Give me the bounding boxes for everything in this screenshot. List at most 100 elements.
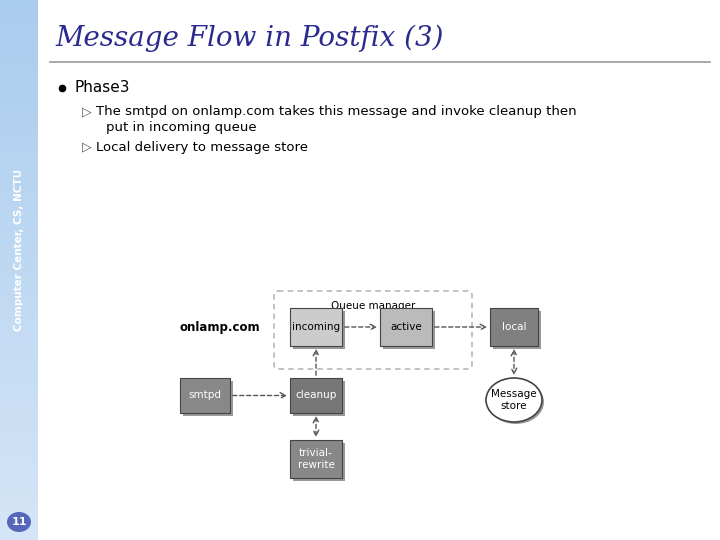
Bar — [0, 92, 38, 97]
Bar — [0, 437, 38, 443]
Bar — [0, 518, 38, 524]
Bar — [0, 356, 38, 362]
Bar — [0, 308, 38, 313]
Bar — [0, 362, 38, 367]
Bar — [0, 205, 38, 211]
Bar — [0, 405, 38, 410]
Text: incoming: incoming — [292, 322, 340, 332]
Bar — [0, 324, 38, 329]
Text: Local delivery to message store: Local delivery to message store — [96, 140, 308, 153]
Bar — [0, 470, 38, 475]
Bar — [0, 194, 38, 200]
Bar — [0, 97, 38, 103]
Bar — [0, 232, 38, 238]
Bar — [0, 535, 38, 540]
Bar — [0, 529, 38, 535]
Bar — [0, 275, 38, 281]
Bar — [0, 238, 38, 243]
Bar — [0, 464, 38, 470]
Bar — [0, 319, 38, 324]
Bar — [0, 265, 38, 270]
Bar — [0, 227, 38, 232]
Bar — [0, 221, 38, 227]
FancyBboxPatch shape — [274, 291, 472, 369]
Bar — [0, 513, 38, 518]
Bar — [0, 103, 38, 108]
Bar — [0, 32, 38, 38]
Bar — [0, 200, 38, 205]
Bar — [0, 43, 38, 49]
Bar — [0, 167, 38, 173]
Text: cleanup: cleanup — [295, 390, 337, 401]
Bar — [0, 81, 38, 86]
Text: active: active — [390, 322, 422, 332]
Text: 11: 11 — [12, 517, 27, 527]
Bar — [0, 113, 38, 119]
Bar — [0, 173, 38, 178]
Bar — [0, 119, 38, 124]
Text: put in incoming queue: put in incoming queue — [106, 120, 256, 133]
Bar — [290, 308, 342, 346]
Ellipse shape — [7, 512, 31, 532]
Bar — [493, 311, 541, 349]
Bar — [0, 443, 38, 448]
Bar — [0, 157, 38, 162]
Bar — [0, 367, 38, 373]
Bar — [0, 124, 38, 130]
Bar — [0, 340, 38, 346]
Bar — [0, 5, 38, 11]
Bar — [0, 189, 38, 194]
Bar — [0, 76, 38, 81]
Bar — [0, 281, 38, 286]
Text: onlamp.com: onlamp.com — [180, 321, 261, 334]
Ellipse shape — [486, 378, 542, 422]
Bar — [0, 432, 38, 437]
Bar — [0, 216, 38, 221]
Bar — [0, 351, 38, 356]
Bar — [0, 508, 38, 513]
Bar — [0, 416, 38, 421]
Bar — [0, 454, 38, 459]
Bar — [0, 459, 38, 464]
Bar — [0, 22, 38, 27]
Bar — [0, 302, 38, 308]
Bar — [0, 162, 38, 167]
Bar — [0, 54, 38, 59]
Bar — [183, 381, 233, 416]
Bar — [0, 400, 38, 405]
Bar — [0, 59, 38, 65]
Text: Message Flow in Postfix (3): Message Flow in Postfix (3) — [55, 24, 444, 52]
Bar — [0, 497, 38, 502]
Bar — [0, 135, 38, 140]
Text: ▷: ▷ — [82, 140, 91, 153]
Text: Computer Center, CS, NCTU: Computer Center, CS, NCTU — [14, 169, 24, 331]
Bar — [0, 378, 38, 383]
Bar — [0, 383, 38, 389]
Bar — [0, 373, 38, 378]
Bar — [0, 140, 38, 146]
Bar — [0, 394, 38, 400]
Bar — [0, 491, 38, 497]
Bar — [180, 378, 230, 413]
Bar — [0, 448, 38, 454]
Bar — [0, 313, 38, 319]
Bar — [293, 443, 345, 481]
Bar — [0, 243, 38, 248]
Bar — [0, 211, 38, 216]
Text: Queue manager: Queue manager — [330, 301, 415, 311]
Bar — [0, 502, 38, 508]
Bar — [0, 297, 38, 302]
Bar — [0, 130, 38, 135]
Bar — [0, 389, 38, 394]
Ellipse shape — [488, 380, 544, 424]
Bar — [0, 184, 38, 189]
Bar — [0, 49, 38, 54]
Bar — [0, 0, 38, 5]
Bar — [0, 248, 38, 254]
Bar — [0, 146, 38, 151]
Bar — [293, 381, 345, 416]
Text: smtpd: smtpd — [189, 390, 222, 401]
Bar — [490, 308, 538, 346]
Text: ▷: ▷ — [82, 105, 91, 118]
Bar — [293, 311, 345, 349]
